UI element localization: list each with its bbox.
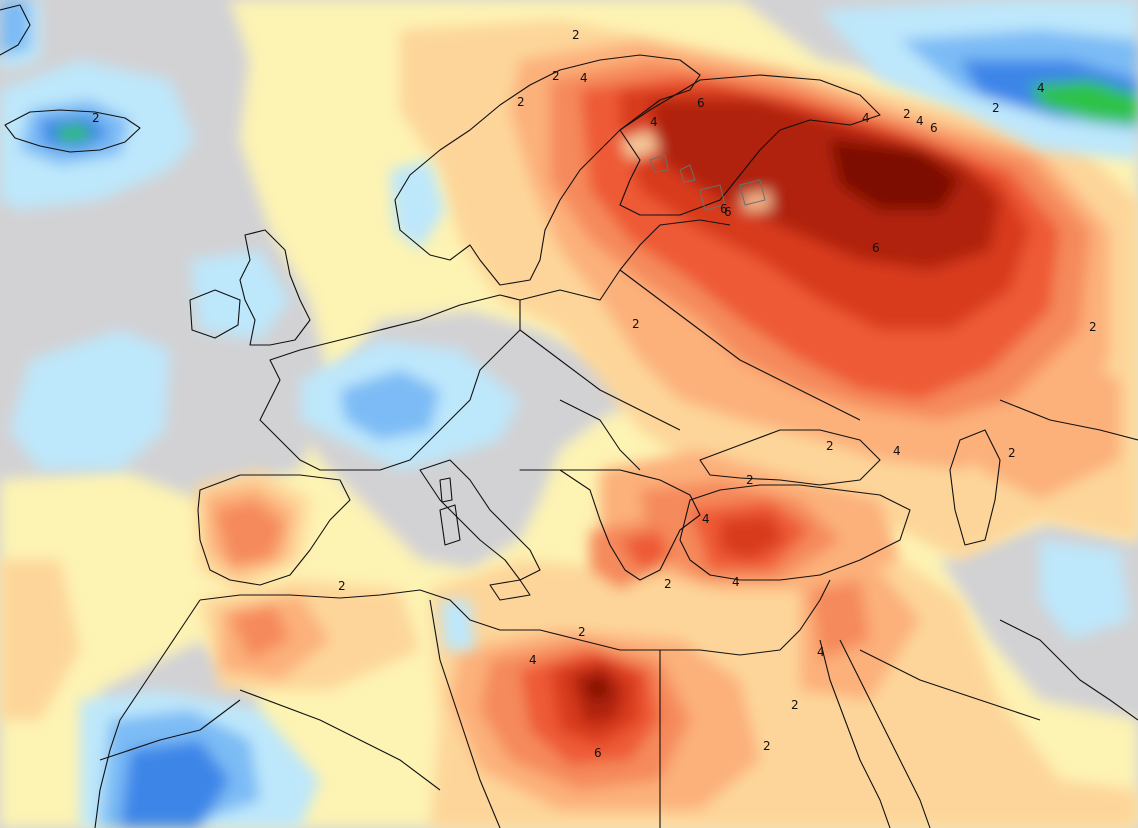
contour-label: 4 (580, 71, 588, 85)
green-iceland (55, 125, 92, 142)
contour-label: 2 (632, 317, 640, 331)
contour-label: 2 (1089, 320, 1097, 334)
contour-label: 6 (697, 96, 705, 110)
contour-labels: 2 2 2 4 2 6 4 6 4 2 4 6 2 4 6 6 2 2 2 4 … (92, 28, 1097, 760)
coast-black-sea (699, 429, 881, 486)
contour-label: 2 (92, 111, 100, 125)
pale-spot-finland (620, 130, 660, 160)
blue-france-alps (340, 370, 440, 440)
contour-label: 4 (893, 444, 901, 458)
contour-label: 4 (650, 115, 658, 129)
coastlines-and-borders (0, 4, 1138, 828)
contour-label: 4 (862, 111, 870, 125)
coast-scandinavia (394, 54, 701, 286)
dark-blue-west-africa (120, 740, 230, 828)
light-blue-sardinia (440, 600, 475, 650)
coast-ireland (189, 289, 241, 339)
coast-greenland (0, 4, 31, 56)
red-orange-region-aegean (620, 530, 670, 570)
coast-western-europe (259, 294, 521, 471)
light-blue-norway-coast (390, 160, 445, 250)
coast-iceland (4, 109, 141, 153)
coast-baltic (519, 219, 731, 301)
lake-finland-1 (649, 154, 669, 173)
contour-label: 4 (732, 575, 740, 589)
border-west-sahara (99, 699, 241, 761)
contour-label: 2 (826, 439, 834, 453)
coast-corsica (439, 477, 453, 503)
contour-label: 6 (872, 241, 880, 255)
lake-ladoga (699, 184, 726, 211)
contour-label: 2 (552, 69, 560, 83)
contour-label: 4 (1037, 81, 1045, 95)
border-kazakhstan (999, 399, 1138, 441)
contour-label: 2 (664, 577, 672, 591)
contour-label: 2 (746, 473, 754, 487)
border-central-europe (519, 329, 681, 431)
light-blue-atlantic (10, 330, 170, 470)
green-arctic (1030, 80, 1138, 125)
contour-label: 2 (572, 28, 580, 42)
lake-finland-2 (679, 164, 696, 183)
contour-label: 4 (916, 114, 924, 128)
dark-orange-region-levant (810, 580, 870, 660)
contour-label: 2 (1008, 446, 1016, 460)
coast-anatolia (679, 484, 911, 581)
contour-label: 6 (720, 202, 728, 216)
blue-greenland (0, 0, 30, 55)
contour-label: 2 (338, 579, 346, 593)
coast-sicily (489, 579, 531, 601)
contour-label: 4 (702, 512, 710, 526)
coast-great-britain (239, 229, 311, 346)
contour-label: 2 (763, 739, 771, 753)
dark-orange-region-morocco (230, 605, 290, 660)
light-blue-arabian-sea (1040, 540, 1130, 640)
coast-north-africa (199, 579, 831, 656)
coast-sardinia (439, 504, 461, 546)
coast-caspian (949, 429, 1001, 546)
border-balkans (559, 399, 641, 471)
contour-label: 2 (903, 107, 911, 121)
lakes (649, 154, 766, 211)
contour-label: 2 (517, 95, 525, 109)
contour-label: 4 (529, 653, 537, 667)
contour-label: 4 (817, 645, 825, 659)
border-russia-west (619, 269, 861, 421)
deep-red-region-libya (585, 678, 610, 700)
coast-persian-gulf (999, 619, 1138, 721)
border-sahara (239, 689, 441, 791)
light-orange-atlantic-southwest (0, 560, 80, 720)
contour-label: 2 (791, 698, 799, 712)
warm-anomaly-layers (0, 20, 1138, 828)
contour-label: 6 (594, 746, 602, 760)
contour-label: 2 (578, 625, 586, 639)
coast-balkans (519, 469, 701, 581)
dark-red-region-north (650, 100, 1000, 270)
dark-orange-region-iberia (215, 500, 285, 565)
contour-label: 6 (724, 205, 732, 219)
deep-red-region-north (830, 140, 960, 210)
red-region-anatolia (720, 515, 785, 560)
coast-red-sea-west (819, 639, 891, 828)
coast-finland-kola (619, 74, 881, 216)
contour-label: 2 (992, 101, 1000, 115)
border-arabia (859, 649, 1041, 721)
coast-morocco (94, 599, 201, 828)
lake-onega (739, 179, 766, 206)
coast-red-sea-east (839, 639, 931, 828)
coast-iberia (197, 474, 351, 586)
contour-label: 6 (930, 121, 938, 135)
border-north-africa (429, 599, 501, 828)
light-blue-uk-ireland (190, 250, 290, 340)
coast-italy (419, 459, 541, 581)
